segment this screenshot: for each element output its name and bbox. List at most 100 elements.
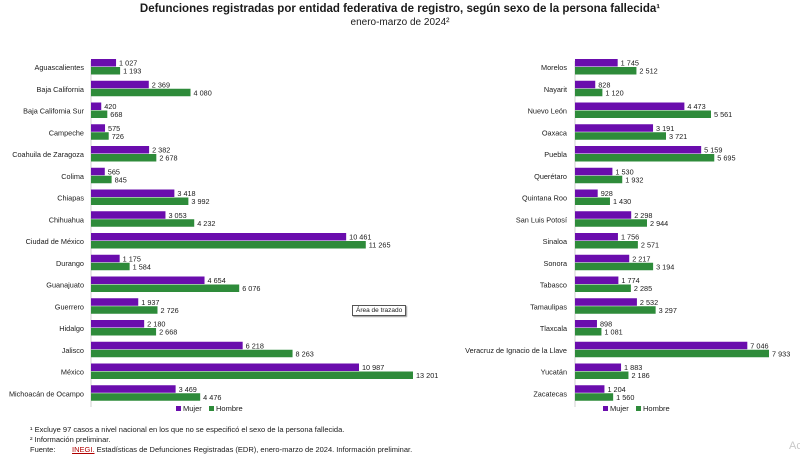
bar-hombre xyxy=(91,197,189,205)
category-label: Tamaulipas xyxy=(530,302,567,311)
value-label: 2 217 xyxy=(632,254,650,263)
value-label: 898 xyxy=(600,320,612,329)
bar-hombre xyxy=(91,306,158,314)
value-label: 1 756 xyxy=(621,233,639,242)
bar-hombre xyxy=(91,371,413,379)
value-label: 2 180 xyxy=(147,320,165,329)
value-label: 4 654 xyxy=(208,276,226,285)
bar-mujer xyxy=(91,167,105,176)
chart-title: Defunciones registradas por entidad fede… xyxy=(139,3,661,15)
footnote-2: ² Información preliminar. xyxy=(30,435,111,444)
bar-hombre xyxy=(91,284,240,292)
bar-hombre xyxy=(575,132,666,140)
category-label: Durango xyxy=(56,259,84,268)
bar-mujer xyxy=(575,385,605,393)
value-label: 668 xyxy=(110,110,122,119)
bar-mujer xyxy=(575,341,748,350)
value-label: 1 560 xyxy=(616,393,634,402)
bar-hombre xyxy=(91,393,201,401)
value-label: 2 298 xyxy=(634,211,652,220)
value-label: 2 369 xyxy=(152,80,170,89)
bar-mujer xyxy=(91,320,145,328)
value-label: 1 193 xyxy=(123,67,141,76)
bar-mujer xyxy=(575,59,618,67)
value-label: 3 297 xyxy=(659,306,677,315)
category-label: Sinaloa xyxy=(543,237,568,246)
value-label: 1 937 xyxy=(141,298,159,307)
bar-hombre xyxy=(91,132,109,140)
value-label: 4 476 xyxy=(203,393,221,402)
category-label: Morelos xyxy=(541,63,567,72)
category-label: Quintana Roo xyxy=(522,194,567,203)
bar-hombre xyxy=(91,241,366,249)
category-label: Chiapas xyxy=(57,194,84,203)
legend-label-hombre: Hombre xyxy=(216,404,243,413)
category-label: Campeche xyxy=(49,128,84,137)
value-label: 4 473 xyxy=(687,102,705,111)
value-label: 10 461 xyxy=(349,233,371,242)
value-label: 928 xyxy=(601,189,613,198)
value-label: 5 159 xyxy=(704,146,722,155)
value-label: 8 263 xyxy=(296,349,314,358)
bar-mujer xyxy=(575,167,613,176)
value-label: 3 721 xyxy=(669,132,687,141)
bar-hombre xyxy=(575,154,715,162)
bar-mujer xyxy=(91,124,106,132)
bar-mujer xyxy=(91,102,102,110)
corner-text: Ac xyxy=(789,440,800,452)
value-label: 828 xyxy=(598,80,610,89)
value-label: 6 076 xyxy=(242,284,260,293)
bar-hombre xyxy=(575,371,629,379)
bar-mujer xyxy=(575,233,618,241)
category-label: Tabasco xyxy=(540,281,567,290)
bar-hombre xyxy=(575,175,623,184)
value-label: 1 081 xyxy=(604,328,622,337)
category-label: Baja California xyxy=(37,85,85,94)
bar-hombre xyxy=(575,284,631,292)
bar-mujer xyxy=(91,233,347,241)
category-label: Coahuila de Zaragoza xyxy=(12,150,85,159)
value-label: 1 027 xyxy=(119,59,137,68)
value-label: 1 932 xyxy=(625,175,643,184)
value-label: 13 201 xyxy=(416,371,438,380)
category-label: Querétaro xyxy=(534,172,567,181)
value-label: 6 218 xyxy=(246,341,264,350)
value-label: 2 571 xyxy=(641,241,659,250)
value-label: 7 933 xyxy=(772,349,790,358)
source-org-link[interactable]: INEGI. xyxy=(72,445,95,454)
bar-mujer xyxy=(91,298,139,306)
value-label: 2 944 xyxy=(650,219,668,228)
bar-hombre xyxy=(91,175,112,184)
bar-mujer xyxy=(91,363,359,371)
value-label: 10 987 xyxy=(362,363,384,372)
value-label: 3 469 xyxy=(179,385,197,394)
value-label: 2 726 xyxy=(160,306,178,315)
value-label: 1 204 xyxy=(607,385,625,394)
value-label: 2 512 xyxy=(639,67,657,76)
legend-label-mujer: Mujer xyxy=(183,404,202,413)
value-label: 1 745 xyxy=(621,59,639,68)
bar-mujer xyxy=(575,363,622,371)
category-label: Puebla xyxy=(544,150,568,159)
bar-hombre xyxy=(91,349,293,358)
category-label: México xyxy=(61,368,84,377)
category-label: Ciudad de México xyxy=(26,237,84,246)
legend-swatch-hombre xyxy=(209,406,214,411)
value-label: 3 418 xyxy=(177,189,195,198)
bar-hombre xyxy=(575,241,638,249)
value-label: 11 265 xyxy=(369,241,391,250)
bar-mujer xyxy=(91,59,117,67)
bar-mujer xyxy=(575,320,597,328)
category-label: Tlaxcala xyxy=(540,324,568,333)
bar-hombre xyxy=(91,219,195,227)
value-label: 2 678 xyxy=(159,154,177,163)
value-label: 7 046 xyxy=(750,341,768,350)
bar-hombre xyxy=(575,197,610,205)
value-label: 1 175 xyxy=(123,254,141,263)
legend-label-mujer: Mujer xyxy=(610,404,629,413)
value-label: 5 695 xyxy=(717,154,735,163)
bar-mujer xyxy=(91,146,150,154)
bar-hombre xyxy=(575,88,603,97)
